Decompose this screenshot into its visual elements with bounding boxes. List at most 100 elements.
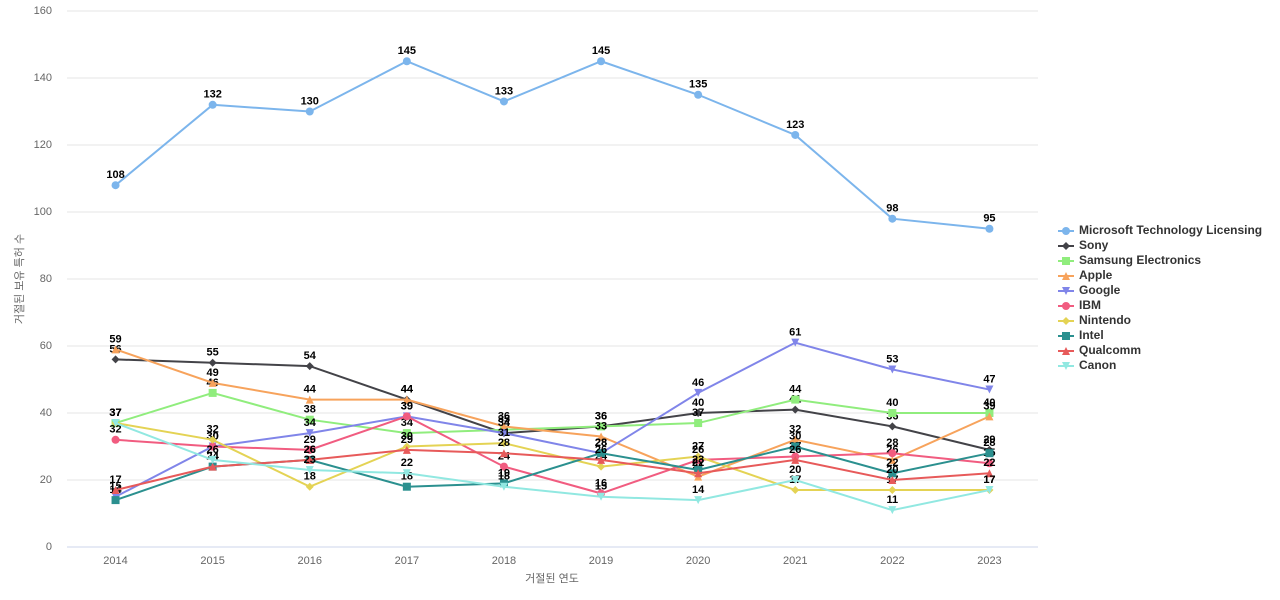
series — [111, 57, 994, 233]
marker — [402, 445, 411, 454]
data-label: 34 — [498, 417, 511, 429]
legend-label: Sony — [1079, 238, 1109, 252]
marker — [1062, 242, 1070, 250]
marker — [208, 435, 217, 444]
marker — [208, 358, 217, 367]
data-label: 39 — [983, 400, 995, 412]
data-label: 18 — [498, 471, 510, 483]
marker — [888, 486, 897, 495]
data-label: 36 — [595, 410, 607, 422]
marker — [597, 449, 606, 458]
data-label: 37 — [109, 407, 121, 419]
marker — [694, 469, 703, 478]
x-tick-label: 2018 — [492, 555, 516, 567]
marker — [499, 422, 508, 431]
legend-label: IBM — [1079, 298, 1101, 312]
marker — [985, 412, 994, 421]
data-label: 95 — [983, 213, 995, 225]
data-label: 16 — [595, 477, 607, 489]
data-label: 23 — [692, 454, 704, 466]
data-label: 132 — [203, 89, 221, 101]
y-tick-label: 140 — [34, 72, 52, 84]
data-label: 22 — [692, 457, 704, 469]
data-label: 19 — [498, 467, 510, 479]
marker — [208, 455, 217, 464]
data-label: 20 — [789, 464, 801, 476]
data-label: 28 — [498, 437, 510, 449]
y-tick-label: 80 — [40, 273, 52, 285]
line — [115, 391, 990, 435]
marker — [208, 462, 217, 471]
marker — [888, 365, 897, 374]
marker — [111, 345, 120, 354]
data-label: 28 — [983, 437, 995, 449]
marker — [597, 422, 606, 431]
data-label: 28 — [595, 437, 607, 449]
data-label: 26 — [789, 444, 801, 456]
marker — [499, 462, 508, 471]
data-label: 26 — [692, 444, 704, 456]
marker — [305, 465, 314, 474]
marker — [985, 449, 994, 458]
data-label: 26 — [304, 444, 316, 456]
data-label: 55 — [207, 347, 219, 359]
marker — [1062, 257, 1070, 265]
y-tick-label: 40 — [40, 407, 52, 419]
legend-label: Microsoft Technology Licensing — [1079, 223, 1262, 237]
legend-label: Samsung Electronics — [1079, 253, 1201, 267]
marker — [791, 486, 800, 495]
line — [115, 415, 990, 495]
data-label: 130 — [301, 95, 319, 107]
data-label: 44 — [401, 384, 414, 396]
line — [115, 341, 990, 498]
marker — [694, 496, 703, 505]
data-label: 23 — [304, 454, 316, 466]
data-label: 33 — [595, 420, 607, 432]
data-label: 14 — [692, 484, 705, 496]
marker — [1062, 347, 1070, 355]
data-label: 108 — [106, 169, 124, 181]
marker — [305, 415, 314, 424]
marker — [208, 388, 217, 397]
data-label: 123 — [786, 119, 804, 131]
marker — [208, 100, 217, 109]
legend-label: Apple — [1079, 268, 1113, 282]
marker — [985, 469, 994, 478]
x-tick-label: 2022 — [880, 555, 904, 567]
data-label: 53 — [886, 353, 898, 365]
marker — [888, 214, 897, 223]
marker — [111, 435, 120, 444]
marker — [111, 486, 120, 495]
series — [111, 345, 994, 481]
marker — [305, 445, 314, 454]
data-label: 46 — [692, 377, 704, 389]
line — [115, 348, 990, 478]
x-tick-label: 2020 — [686, 555, 710, 567]
marker — [985, 459, 994, 468]
marker — [888, 422, 897, 431]
marker — [402, 469, 411, 478]
data-label: 36 — [498, 410, 510, 422]
marker — [305, 395, 314, 404]
marker — [111, 181, 120, 190]
data-label: 98 — [886, 203, 898, 215]
data-label: 11 — [887, 494, 899, 506]
marker — [111, 419, 120, 428]
series — [111, 355, 994, 454]
data-label: 30 — [789, 430, 801, 442]
data-label: 61 — [789, 327, 801, 339]
data-label: 44 — [401, 384, 414, 396]
marker — [694, 388, 703, 397]
data-label: 32 — [207, 424, 219, 436]
data-label: 37 — [692, 407, 704, 419]
data-label: 26 — [207, 444, 219, 456]
marker — [402, 57, 411, 66]
data-label: 39 — [401, 400, 413, 412]
marker — [1062, 317, 1070, 325]
data-label: 28 — [595, 437, 607, 449]
data-label: 49 — [207, 367, 219, 379]
marker — [499, 439, 508, 448]
marker — [499, 97, 508, 106]
marker — [791, 405, 800, 414]
marker — [791, 442, 800, 451]
